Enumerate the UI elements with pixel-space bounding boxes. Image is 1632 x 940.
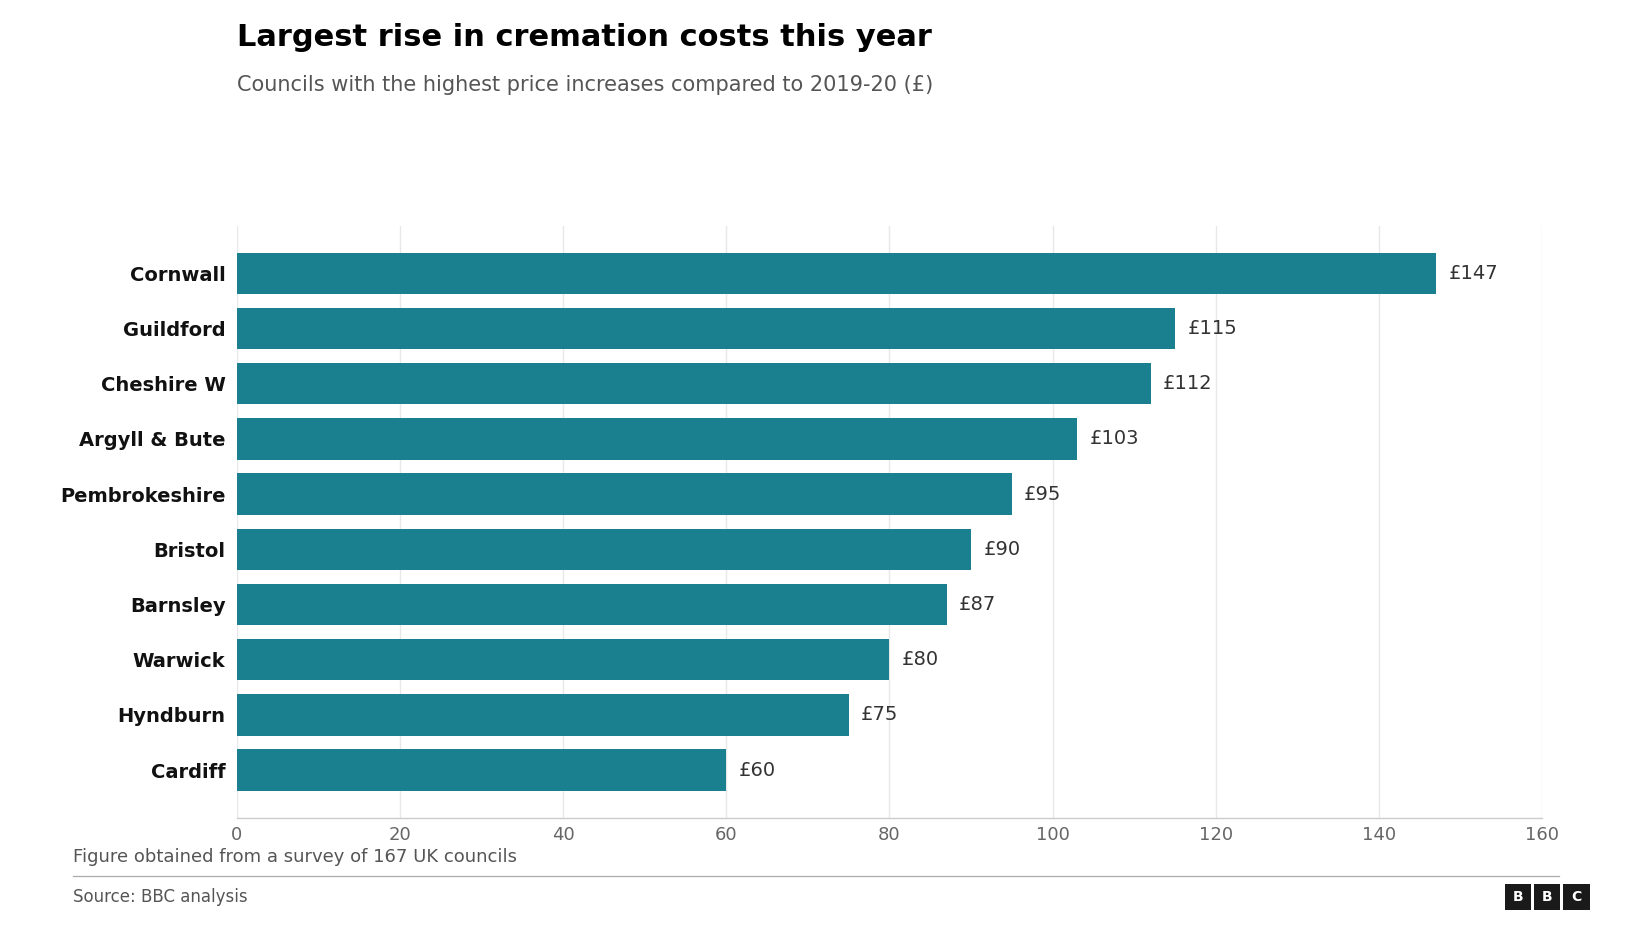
Text: £103: £103 bbox=[1090, 430, 1139, 448]
Text: £90: £90 bbox=[982, 540, 1020, 558]
Text: Source: BBC analysis: Source: BBC analysis bbox=[73, 888, 248, 906]
Text: £112: £112 bbox=[1162, 374, 1213, 393]
Bar bbox=[237, 474, 1012, 515]
Text: £87: £87 bbox=[958, 595, 996, 614]
Text: C: C bbox=[1572, 890, 1581, 903]
Bar bbox=[237, 695, 849, 736]
Text: £115: £115 bbox=[1186, 319, 1237, 338]
Bar bbox=[237, 363, 1151, 404]
Text: £147: £147 bbox=[1449, 264, 1498, 283]
Text: Figure obtained from a survey of 167 UK councils: Figure obtained from a survey of 167 UK … bbox=[73, 848, 517, 866]
Bar bbox=[237, 584, 947, 625]
Text: £75: £75 bbox=[862, 705, 898, 725]
Bar bbox=[237, 253, 1436, 294]
Text: Largest rise in cremation costs this year: Largest rise in cremation costs this yea… bbox=[237, 24, 932, 53]
Bar bbox=[237, 418, 1077, 460]
Text: £95: £95 bbox=[1025, 485, 1061, 504]
Text: £60: £60 bbox=[738, 760, 775, 779]
Bar bbox=[237, 307, 1175, 349]
Text: B: B bbox=[1513, 890, 1523, 903]
Bar bbox=[237, 528, 971, 570]
Text: £80: £80 bbox=[901, 650, 938, 669]
Bar bbox=[237, 639, 889, 681]
Text: B: B bbox=[1542, 890, 1552, 903]
Bar bbox=[237, 749, 726, 791]
Text: Councils with the highest price increases compared to 2019-20 (£): Councils with the highest price increase… bbox=[237, 75, 934, 95]
